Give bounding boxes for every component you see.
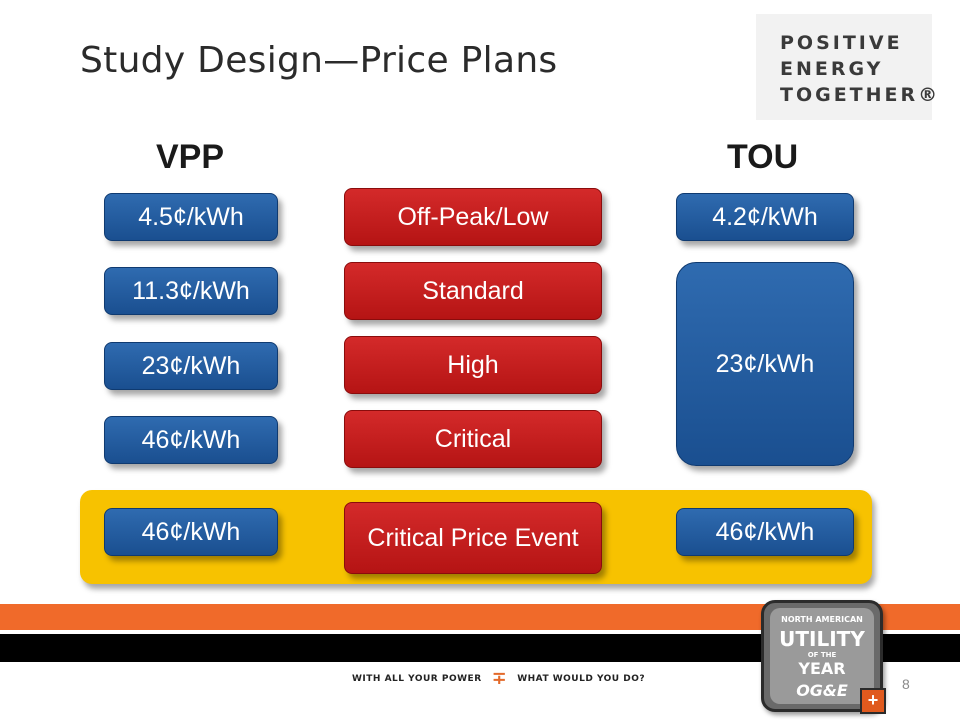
logo-line-1: POSITIVE [780, 32, 903, 54]
level-critical-price-event: Critical Price Event [344, 502, 602, 574]
vpp-price-high: 23¢/kWh [104, 342, 278, 390]
level-standard: Standard [344, 262, 602, 320]
page-number: 8 [902, 676, 910, 692]
vpp-header: VPP [156, 138, 225, 176]
award-brand: OG&E [796, 681, 848, 700]
level-high: High [344, 336, 602, 394]
logo-line-2: ENERGY [780, 58, 884, 80]
footer-tagline: WITH ALL YOUR POWER ∓ WHAT WOULD YOU DO? [352, 668, 645, 689]
tou-price-event: 46¢/kWh [676, 508, 854, 556]
ogе-mark-icon: ∓ [491, 668, 508, 689]
slide-title: Study Design—Price Plans [80, 40, 558, 81]
utility-of-the-year-award-badge: NORTH AMERICAN UTILITY OF THE YEAR OG&E [761, 600, 883, 712]
tou-price-off-peak: 4.2¢/kWh [676, 193, 854, 241]
award-line-4: YEAR [798, 659, 846, 678]
award-line-3: OF THE [807, 651, 837, 659]
level-critical: Critical [344, 410, 602, 468]
vpp-price-standard: 11.3¢/kWh [104, 267, 278, 315]
positive-energy-together-logo: POSITIVE ENERGY TOGETHER® [756, 14, 937, 120]
award-line-2: UTILITY [779, 627, 865, 651]
level-off-peak-low: Off-Peak/Low [344, 188, 602, 246]
vpp-price-critical: 46¢/kWh [104, 416, 278, 464]
award-line-1: NORTH AMERICAN [781, 615, 863, 624]
tou-price-on-peak: 23¢/kWh [676, 262, 854, 466]
award-plus-icon: + [860, 688, 886, 714]
vpp-price-off-peak: 4.5¢/kWh [104, 193, 278, 241]
tagline-right: WHAT WOULD YOU DO? [517, 673, 646, 684]
tou-header: TOU [727, 138, 799, 176]
tagline-left: WITH ALL YOUR POWER [352, 673, 482, 684]
vpp-price-event: 46¢/kWh [104, 508, 278, 556]
logo-line-3: TOGETHER® [780, 84, 941, 106]
